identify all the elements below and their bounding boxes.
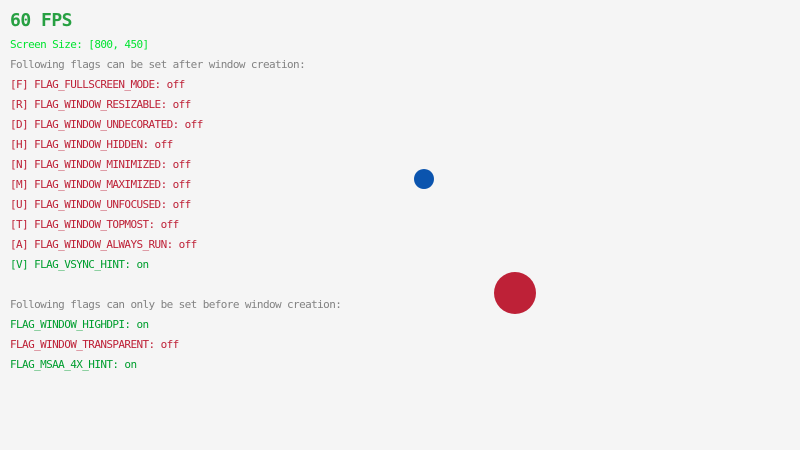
flag-window-hidden: [H] FLAG_WINDOW_HIDDEN: off <box>10 138 173 151</box>
blue-ball <box>414 169 434 189</box>
flag-vsync-hint: [V] FLAG_VSYNC_HINT: on <box>10 258 149 271</box>
fps-counter: 60 FPS <box>10 10 73 31</box>
flag-window-always-run: [A] FLAG_WINDOW_ALWAYS_RUN: off <box>10 238 197 251</box>
flag-window-resizable: [R] FLAG_WINDOW_RESIZABLE: off <box>10 98 191 111</box>
red-ball <box>494 272 536 314</box>
flag-window-topmost: [T] FLAG_WINDOW_TOPMOST: off <box>10 218 179 231</box>
flags-after-section: Following flags can be set after window … <box>10 58 306 278</box>
flag-window-minimized: [N] FLAG_WINDOW_MINIMIZED: off <box>10 158 191 171</box>
flag-window-maximized: [M] FLAG_WINDOW_MAXIMIZED: off <box>10 178 191 191</box>
flag-window-unfocused: [U] FLAG_WINDOW_UNFOCUSED: off <box>10 198 191 211</box>
flag-window-undecorated: [D] FLAG_WINDOW_UNDECORATED: off <box>10 118 203 131</box>
flag-fullscreen-mode: [F] FLAG_FULLSCREEN_MODE: off <box>10 78 185 91</box>
flags-before-heading: Following flags can only be set before w… <box>10 298 342 311</box>
flag-msaa-4x-hint: FLAG_MSAA_4X_HINT: on <box>10 358 137 371</box>
flags-after-heading: Following flags can be set after window … <box>10 58 306 71</box>
flag-window-transparent: FLAG_WINDOW_TRANSPARENT: off <box>10 338 179 351</box>
screen-size-label: Screen Size: [800, 450] <box>10 38 149 51</box>
flag-window-highdpi: FLAG_WINDOW_HIGHDPI: on <box>10 318 149 331</box>
flags-before-section: Following flags can only be set before w… <box>10 298 342 378</box>
